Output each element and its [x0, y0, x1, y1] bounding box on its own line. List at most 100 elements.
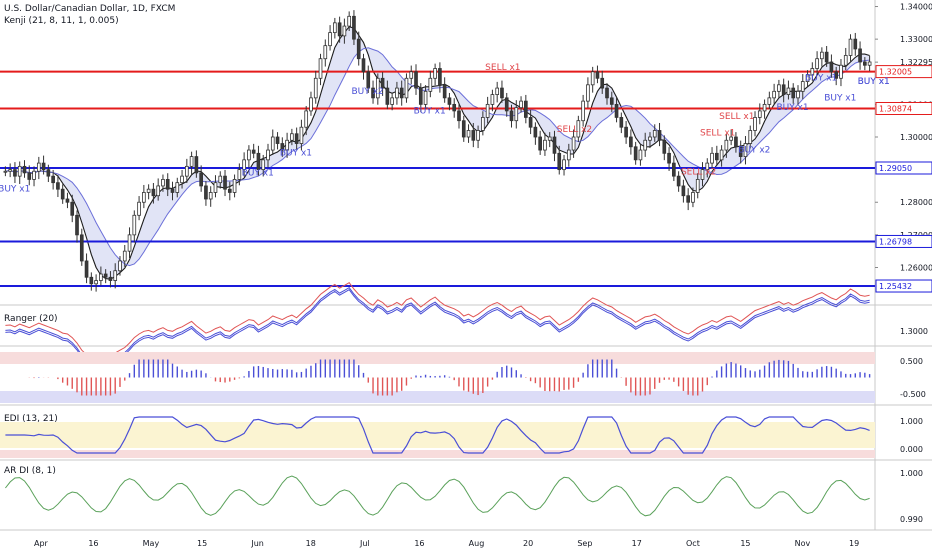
candle-body	[528, 117, 533, 128]
candle-body	[184, 165, 189, 177]
indicator-tick: -0.500	[900, 390, 926, 399]
level-label: 1.25432	[879, 282, 912, 291]
candle-body	[118, 260, 122, 272]
candle-body	[347, 15, 352, 27]
candle-body	[161, 179, 165, 187]
candle-body	[757, 110, 762, 118]
candle-body	[810, 68, 815, 76]
candle-body	[409, 71, 414, 79]
candle-body	[495, 87, 500, 95]
candle-body	[643, 139, 648, 151]
x-tick-label: Aug	[469, 539, 485, 548]
candle-body	[605, 87, 609, 99]
candle-body	[151, 188, 156, 197]
edi-line	[5, 416, 870, 454]
candle-body	[533, 126, 538, 138]
candle-body	[423, 90, 428, 105]
candle-body	[719, 149, 724, 161]
candle-body	[519, 100, 523, 109]
candle-body	[829, 61, 834, 73]
candle-body	[777, 84, 781, 92]
candle-body	[342, 25, 347, 37]
candle-body	[433, 68, 437, 79]
candle-body	[275, 136, 280, 144]
candle-body	[304, 110, 309, 128]
candle-body	[738, 146, 743, 157]
candle-body	[242, 159, 246, 171]
signal-sell: SELL x1	[700, 128, 735, 138]
candle-body	[514, 107, 519, 122]
level-tag	[875, 234, 932, 248]
candle-body	[481, 117, 485, 131]
candle-body	[753, 117, 757, 131]
msi-top-band	[0, 352, 875, 364]
candle-body	[122, 250, 127, 262]
candle-body	[500, 87, 504, 99]
candle-body	[848, 38, 853, 56]
level-tag	[875, 279, 932, 293]
signal-buy: BUY x1	[242, 168, 274, 178]
candle-body	[70, 201, 75, 216]
signal-buy: BUY x1	[0, 185, 30, 195]
candle-body	[247, 149, 251, 161]
candle-body	[805, 74, 810, 82]
candle-body	[65, 198, 70, 203]
candle-body	[524, 100, 528, 118]
candle-body	[609, 97, 614, 105]
candle-body	[294, 133, 299, 144]
candle-body	[280, 143, 285, 151]
candle-body	[815, 58, 819, 69]
y-tick-label: 1.26000	[900, 263, 932, 272]
candle-body	[113, 270, 118, 281]
candle-body	[648, 136, 652, 141]
candle-body	[691, 192, 695, 203]
candle-body	[395, 87, 399, 99]
x-tick-label: Nov	[795, 539, 811, 548]
candle-body	[629, 136, 633, 148]
candle-body	[662, 139, 667, 154]
candle-body	[590, 71, 595, 86]
candle-body	[638, 149, 643, 161]
candle-body	[180, 175, 184, 184]
y-tick-label: 1.33000	[900, 35, 932, 44]
candle-body	[614, 103, 619, 118]
candle-body	[624, 126, 628, 138]
candle-body	[3, 170, 8, 173]
x-tick-label: 16	[414, 539, 424, 548]
candle-body	[619, 117, 624, 128]
candle-body	[399, 87, 404, 99]
signal-buy: BUY x1	[414, 106, 446, 116]
candle-body	[380, 77, 385, 89]
candle-body	[237, 169, 242, 180]
candle-body	[41, 162, 46, 171]
ranger-lower-2	[5, 289, 870, 365]
level-tag	[875, 65, 932, 79]
candle-body	[781, 84, 786, 95]
candle-body	[404, 77, 409, 99]
candle-body	[22, 165, 27, 174]
candle-body	[256, 152, 261, 171]
candle-body	[299, 126, 304, 144]
level-label: 1.32005	[879, 68, 912, 77]
kenji-band	[5, 26, 870, 280]
indicator-tick: 1.3000	[900, 327, 928, 336]
candle-body	[457, 110, 461, 122]
candle-body	[8, 169, 12, 172]
indicator-name: Ranger (20)	[4, 314, 58, 324]
candle-body	[791, 87, 796, 99]
candle-body	[418, 87, 423, 105]
candle-body	[385, 87, 390, 105]
signal-buy: BUY x1	[280, 149, 312, 159]
candle-body	[438, 68, 442, 86]
candle-body	[672, 162, 676, 177]
candle-body	[204, 185, 208, 200]
candle-body	[127, 234, 132, 252]
x-tick-label: Apr	[34, 539, 49, 548]
x-tick-label: Sep	[577, 539, 592, 548]
indicator-name: EDI (13, 21)	[4, 414, 58, 424]
candle-body	[748, 130, 753, 144]
candle-body	[223, 175, 227, 190]
candle-body	[853, 38, 858, 50]
candle-body	[17, 165, 22, 177]
